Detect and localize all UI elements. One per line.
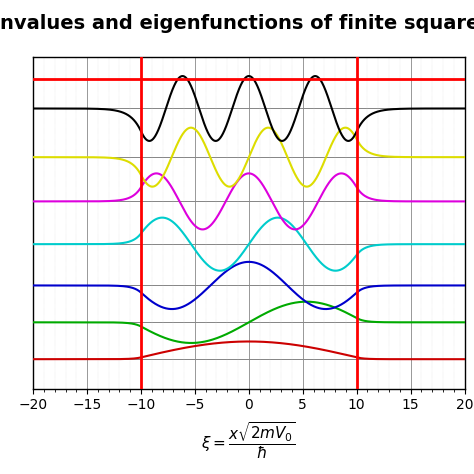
Text: nvalues and eigenfunctions of finite square: nvalues and eigenfunctions of finite squ… [0,14,474,33]
X-axis label: $\xi = \dfrac{x\sqrt{2mV_0}}{\hbar}$: $\xi = \dfrac{x\sqrt{2mV_0}}{\hbar}$ [201,421,296,461]
